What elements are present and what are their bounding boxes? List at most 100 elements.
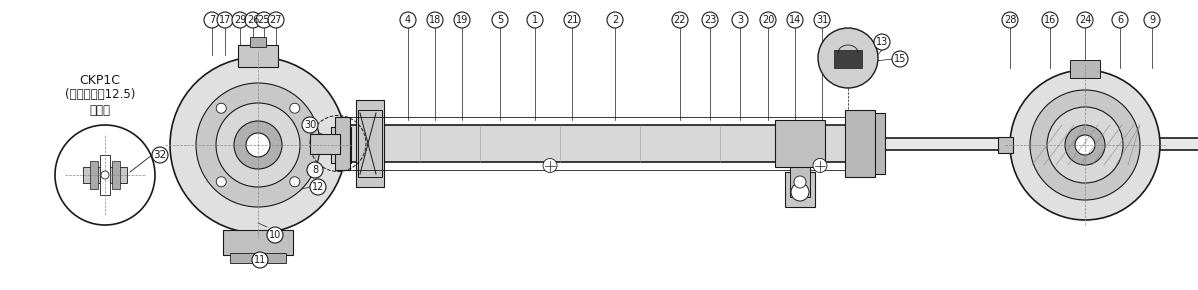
Circle shape — [234, 121, 282, 169]
Circle shape — [246, 133, 270, 157]
Circle shape — [454, 12, 470, 28]
Circle shape — [564, 12, 580, 28]
Text: 23: 23 — [703, 15, 716, 25]
Text: 3: 3 — [737, 15, 743, 25]
Bar — [99, 155, 110, 195]
Circle shape — [170, 57, 346, 233]
Bar — [998, 137, 1014, 153]
Text: 8: 8 — [311, 165, 317, 175]
Text: 32: 32 — [153, 150, 167, 160]
Circle shape — [267, 227, 283, 243]
Bar — [789, 162, 810, 197]
Circle shape — [732, 12, 748, 28]
Circle shape — [290, 177, 300, 187]
Bar — [340, 125, 870, 162]
Text: 29: 29 — [234, 15, 246, 25]
Circle shape — [217, 12, 232, 28]
Circle shape — [302, 117, 317, 133]
Text: 2: 2 — [612, 15, 618, 25]
Text: 9: 9 — [1149, 15, 1155, 25]
Circle shape — [216, 103, 226, 113]
Circle shape — [1144, 12, 1160, 28]
Text: 31: 31 — [816, 15, 828, 25]
Circle shape — [527, 12, 543, 28]
Circle shape — [1112, 12, 1129, 28]
Circle shape — [672, 12, 688, 28]
Circle shape — [216, 177, 226, 187]
Text: 1: 1 — [532, 15, 538, 25]
Bar — [356, 100, 385, 187]
Circle shape — [1030, 90, 1140, 200]
Text: 17: 17 — [219, 15, 231, 25]
Text: 20: 20 — [762, 15, 774, 25]
Text: (クレビス幁12.5): (クレビス幁12.5) — [65, 88, 135, 102]
Circle shape — [426, 12, 443, 28]
Text: 18: 18 — [429, 15, 441, 25]
Circle shape — [813, 159, 827, 173]
Bar — [310, 133, 340, 153]
Circle shape — [1010, 70, 1160, 220]
Circle shape — [196, 83, 320, 207]
Text: 19: 19 — [456, 15, 468, 25]
Text: 28: 28 — [1004, 15, 1016, 25]
Circle shape — [252, 252, 268, 268]
Circle shape — [492, 12, 508, 28]
Circle shape — [1002, 12, 1018, 28]
Bar — [223, 230, 294, 255]
Circle shape — [607, 12, 623, 28]
Circle shape — [232, 12, 248, 28]
Circle shape — [216, 103, 300, 187]
Text: 13: 13 — [876, 37, 888, 47]
Circle shape — [256, 12, 272, 28]
Text: 25: 25 — [258, 15, 271, 25]
Text: 22: 22 — [673, 15, 686, 25]
Bar — [775, 120, 825, 167]
Circle shape — [543, 159, 557, 173]
Circle shape — [818, 28, 878, 88]
Circle shape — [1075, 135, 1095, 155]
Bar — [785, 172, 815, 207]
Text: 5: 5 — [497, 15, 503, 25]
Text: 26: 26 — [247, 15, 259, 25]
Bar — [851, 137, 1198, 150]
Text: 27: 27 — [270, 15, 283, 25]
Bar — [90, 161, 98, 189]
Circle shape — [813, 12, 830, 28]
Bar — [860, 113, 885, 174]
Text: 24: 24 — [1079, 15, 1091, 25]
Circle shape — [893, 51, 908, 67]
Circle shape — [702, 12, 718, 28]
Text: 16: 16 — [1043, 15, 1057, 25]
Bar — [358, 110, 382, 177]
Circle shape — [101, 171, 109, 179]
Text: CKP1C: CKP1C — [79, 73, 121, 86]
Circle shape — [1077, 12, 1093, 28]
Text: 6: 6 — [1117, 15, 1123, 25]
Circle shape — [204, 12, 220, 28]
Bar — [111, 161, 120, 189]
Bar — [83, 167, 127, 183]
Text: 4: 4 — [405, 15, 411, 25]
Circle shape — [268, 12, 284, 28]
Circle shape — [307, 162, 323, 178]
Text: 11: 11 — [254, 255, 266, 265]
Text: 7: 7 — [208, 15, 216, 25]
Circle shape — [791, 183, 809, 201]
Text: 14: 14 — [788, 15, 801, 25]
Text: 12: 12 — [311, 182, 325, 192]
Circle shape — [310, 179, 326, 195]
Bar — [335, 117, 350, 170]
Bar — [345, 130, 845, 157]
Text: の場合: の場合 — [90, 104, 110, 117]
Circle shape — [1042, 12, 1058, 28]
Text: 10: 10 — [268, 230, 282, 240]
Text: 15: 15 — [894, 54, 906, 64]
Circle shape — [760, 12, 776, 28]
Text: 30: 30 — [304, 120, 316, 130]
Circle shape — [875, 34, 890, 50]
Circle shape — [400, 12, 416, 28]
Bar — [1070, 60, 1100, 78]
Circle shape — [246, 12, 261, 28]
Bar — [845, 110, 875, 177]
Circle shape — [1047, 107, 1123, 183]
